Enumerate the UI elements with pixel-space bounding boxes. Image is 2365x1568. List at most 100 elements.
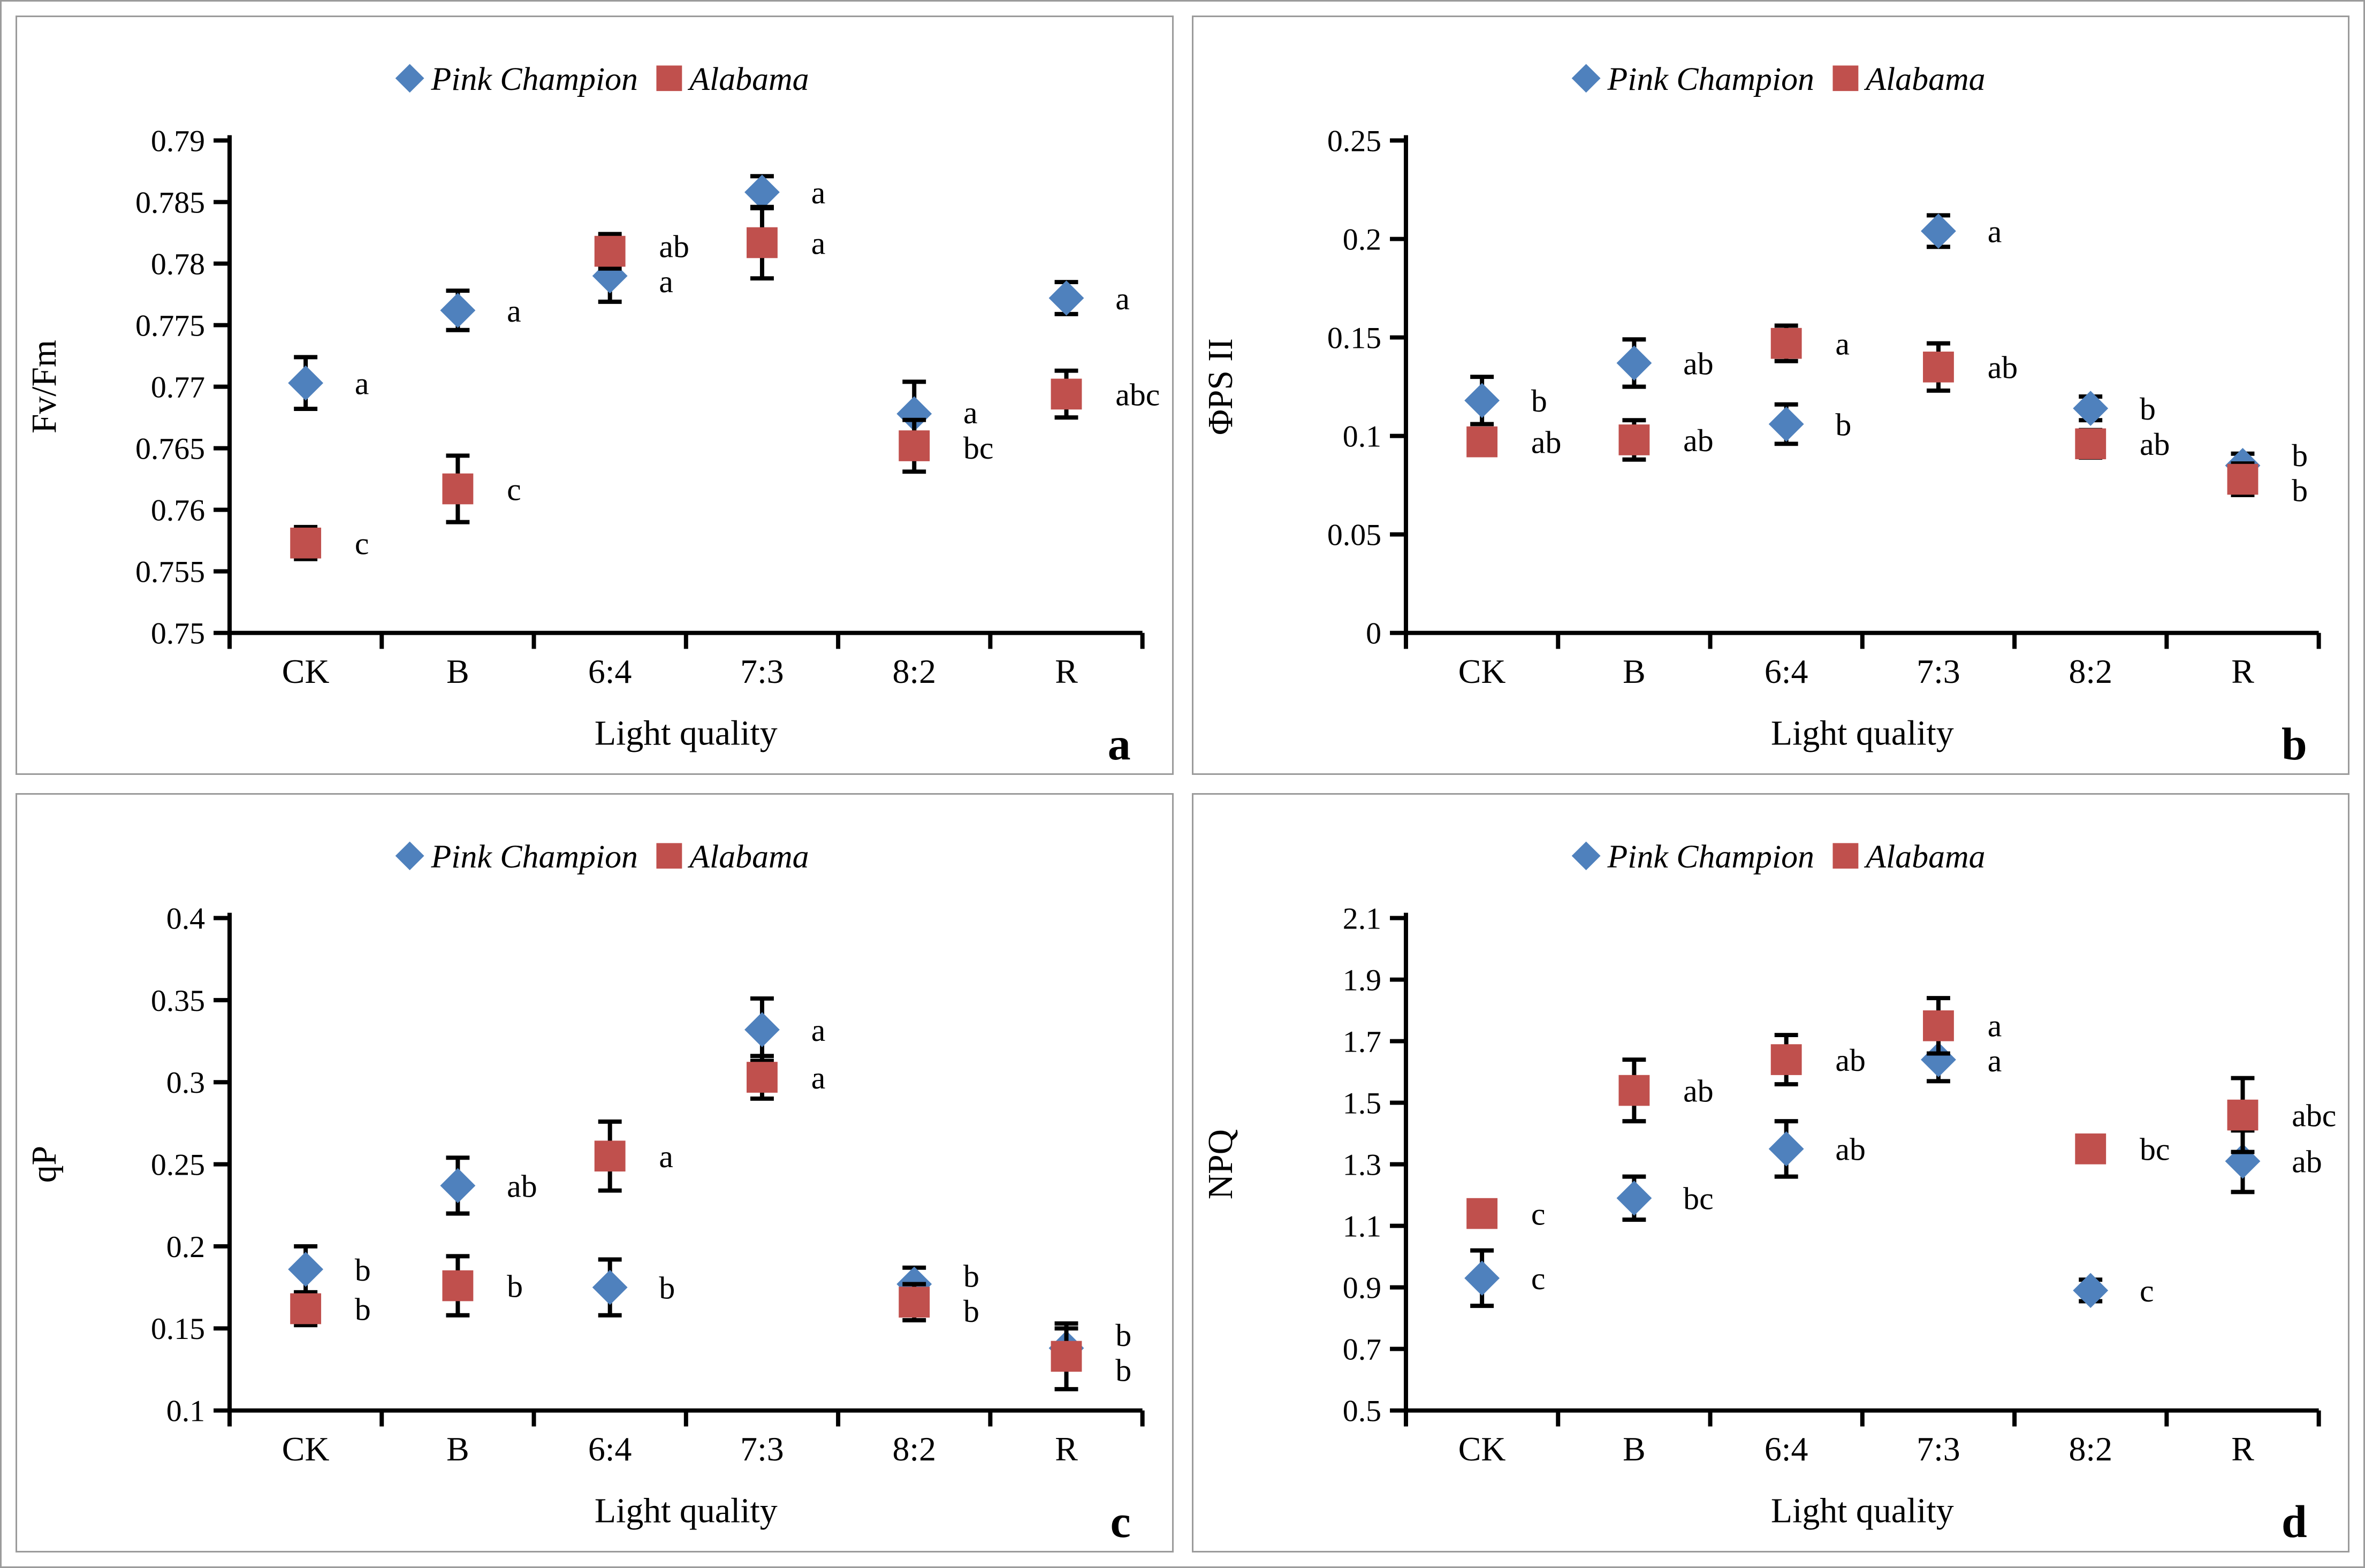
data-point-alabama-CK (1466, 1198, 1497, 1229)
y-tick-label: 0.15 (1327, 322, 1381, 355)
panel-d: 0.5 0.7 0.9 1.1 1.3 1.5 1.7 1.9 2.1 CK B 6:4 7:3 8:2 R… (1191, 793, 2349, 1552)
data-point-pink-champion-R (1048, 280, 1084, 316)
x-category-label: 8:2 (2069, 652, 2112, 690)
significance-letter: ab (2292, 1144, 2322, 1179)
data-point-pink-champion-R (2225, 1144, 2260, 1179)
x-category-label: 6:4 (1764, 652, 1808, 690)
legend-label-alabama: Alabama (1864, 61, 1985, 97)
significance-letter: abc (1115, 377, 1160, 412)
significance-letter: b (1115, 1353, 1131, 1388)
legend-diamond-icon (1571, 841, 1601, 871)
x-category-label: 6:4 (588, 1430, 632, 1468)
significance-letter: b (507, 1269, 523, 1304)
data-point-pink-champion-B (1616, 345, 1652, 381)
x-category-label: 7:3 (1917, 1430, 1960, 1468)
data-point-pink-champion-6:4 (1768, 1131, 1804, 1167)
legend-label-alabama: Alabama (687, 61, 809, 97)
x-category-label: CK (1458, 652, 1505, 690)
significance-letter: a (659, 264, 673, 299)
data-point-alabama-R (1051, 1341, 1082, 1372)
data-point-pink-champion-7:3 (1920, 214, 1956, 249)
significance-letter: a (355, 366, 369, 401)
data-point-alabama-B (1618, 424, 1649, 455)
x-category-label: R (1055, 1430, 1078, 1468)
y-axis-title: ΦPS II (1200, 338, 1239, 435)
data-point-pink-champion-CK (288, 365, 324, 401)
x-category-label: CK (1458, 1430, 1505, 1468)
y-tick-label: 0.1 (166, 1395, 205, 1428)
panel-letter-label: b (2281, 719, 2307, 770)
significance-letter: ab (1835, 1132, 1865, 1167)
significance-letter: ab (1683, 423, 1713, 458)
y-tick-label: 1.1 (1342, 1210, 1381, 1244)
y-tick-label: 0.75 (151, 617, 205, 651)
x-category-label: 7:3 (740, 652, 784, 690)
y-tick-label: 0 (1366, 617, 1381, 651)
y-tick-label: 0.1 (1342, 420, 1381, 454)
y-axis-title: qP (25, 1146, 64, 1183)
significance-letter: a (1987, 1008, 2002, 1044)
x-category-label: R (2231, 1430, 2254, 1468)
significance-letter: a (811, 175, 826, 210)
y-tick-label: 0.4 (166, 902, 205, 936)
y-tick-label: 0.77 (151, 371, 205, 405)
x-category-label: B (1623, 1430, 1646, 1468)
data-point-pink-champion-6:4 (592, 1269, 628, 1305)
significance-letter: b (963, 1259, 979, 1294)
significance-letter: bc (2139, 1132, 2169, 1167)
significance-letter: ab (1531, 425, 1561, 460)
legend-square-icon (656, 65, 682, 92)
data-point-alabama-CK (290, 527, 322, 559)
significance-letter: b (1835, 407, 1851, 442)
y-tick-label: 0.785 (135, 186, 205, 220)
y-tick-label: 0.79 (151, 125, 205, 158)
data-point-pink-champion-8:2 (2072, 391, 2108, 426)
data-point-alabama-6:4 (594, 235, 626, 267)
x-axis-title: Light quality (1770, 1491, 1953, 1530)
data-point-pink-champion-7:3 (744, 1012, 780, 1047)
data-point-alabama-B (442, 1270, 474, 1301)
x-category-label: 7:3 (740, 1430, 784, 1468)
significance-letter: a (1835, 326, 1850, 362)
y-tick-label: 0.5 (1342, 1395, 1381, 1428)
legend-label-pink-champion: Pink Champion (431, 61, 638, 97)
panel-letter-label: a (1108, 719, 1131, 770)
x-category-label: R (2231, 652, 2254, 690)
data-point-pink-champion-6:4 (1768, 406, 1804, 442)
data-point-pink-champion-CK (1464, 1260, 1500, 1296)
x-category-label: CK (282, 652, 330, 690)
data-point-alabama-CK (1466, 426, 1497, 458)
y-tick-label: 0.2 (166, 1230, 205, 1264)
legend-diamond-icon (395, 841, 424, 871)
significance-letter: b (963, 1293, 979, 1329)
legend-label-pink-champion: Pink Champion (431, 839, 638, 875)
significance-letter: b (355, 1252, 371, 1288)
y-tick-label: 0.76 (151, 494, 205, 528)
x-category-label: 7:3 (1917, 652, 1960, 690)
data-point-alabama-R (2227, 1099, 2258, 1131)
x-category-label: 6:4 (1764, 1430, 1808, 1468)
x-axis-title: Light quality (595, 713, 778, 752)
data-point-alabama-6:4 (1770, 328, 1802, 359)
significance-letter: b (2292, 473, 2308, 508)
x-category-label: B (446, 652, 469, 690)
y-axis-title: Fv/Fm (25, 340, 64, 433)
chart-c-svg: 0.1 0.15 0.2 0.25 0.3 0.35 0.4 CK B 6:4 7:3 8:2 RqP L… (25, 839, 1145, 1547)
legend-square-icon (656, 843, 682, 869)
y-tick-label: 0.3 (166, 1066, 205, 1100)
significance-letter: c (355, 526, 369, 561)
significance-letter: c (507, 471, 521, 507)
significance-letter: a (659, 1139, 673, 1174)
significance-letter: c (1531, 1197, 1545, 1232)
significance-letter: ab (659, 229, 689, 264)
chart-d-svg: 0.5 0.7 0.9 1.1 1.3 1.5 1.7 1.9 2.1 CK B 6:4 7:3 8:2 R… (1200, 839, 2336, 1547)
legend-label-alabama: Alabama (1864, 839, 1985, 875)
y-tick-label: 1.5 (1342, 1087, 1381, 1121)
significance-letter: b (2292, 438, 2308, 473)
data-point-alabama-B (442, 473, 474, 505)
data-point-alabama-6:4 (1770, 1044, 1802, 1075)
data-point-alabama-R (2227, 463, 2258, 495)
significance-letter: a (1115, 281, 1130, 316)
x-category-label: 8:2 (892, 1430, 936, 1468)
